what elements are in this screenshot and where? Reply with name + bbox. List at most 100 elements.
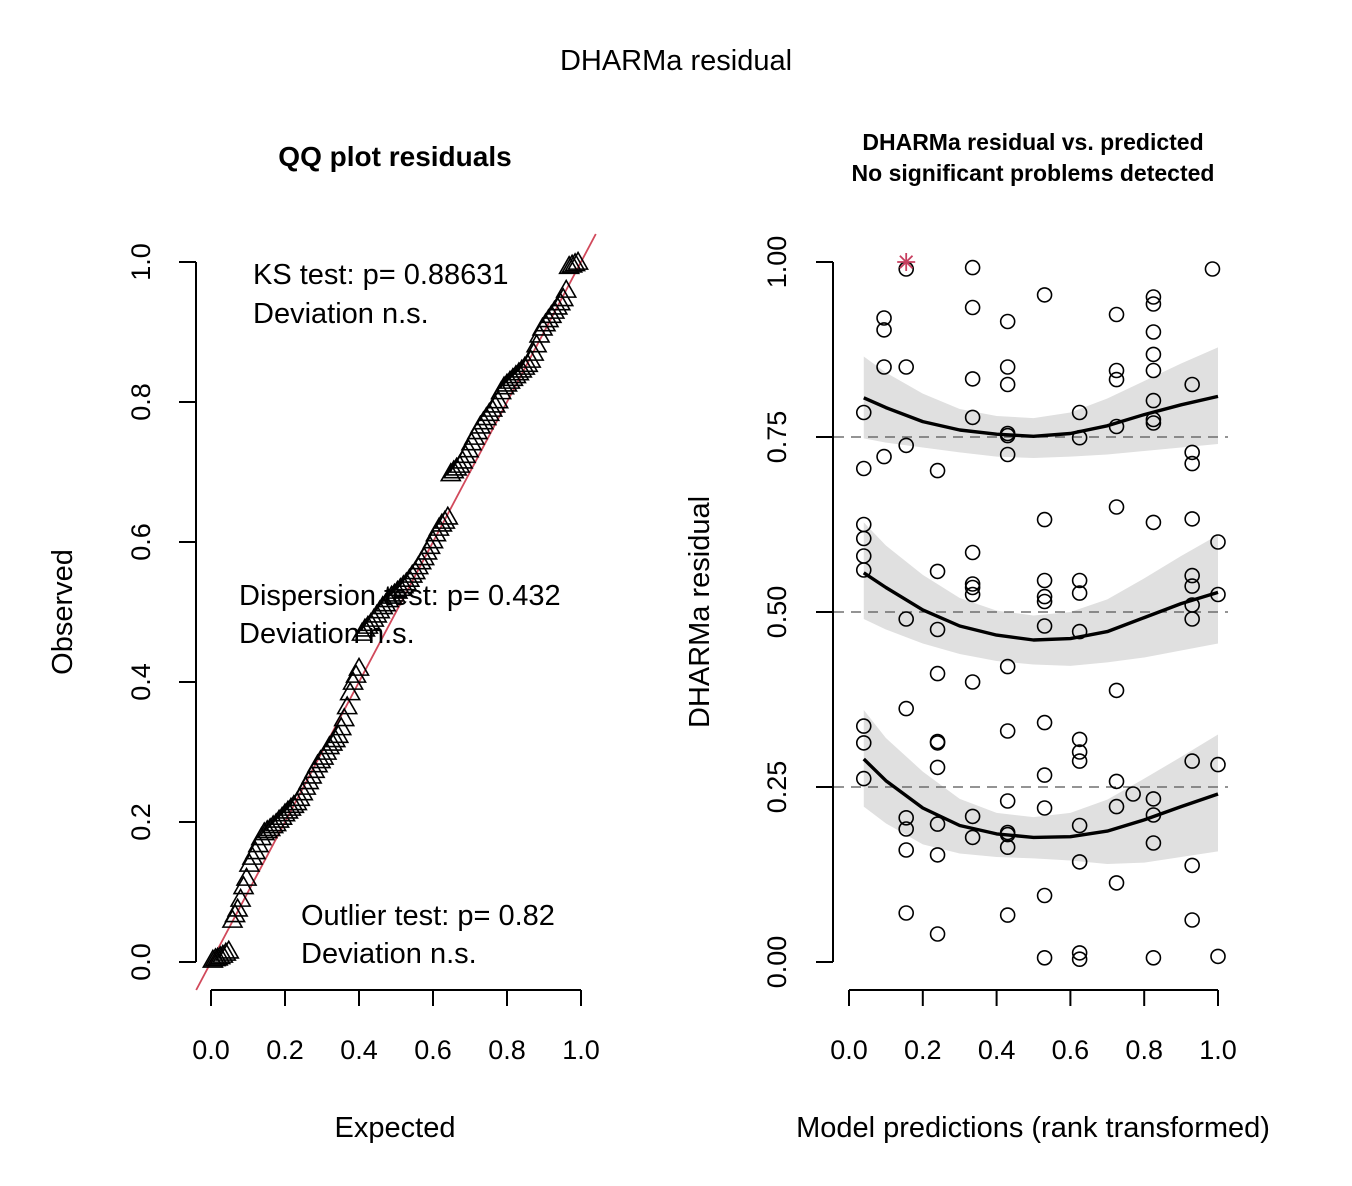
- quantile-curve-q0.75: [863, 394, 1219, 438]
- residual-point: [964, 544, 981, 561]
- qq-point: [339, 681, 361, 701]
- qq-point: [291, 781, 314, 801]
- qq-x-tick-label: 1.0: [562, 1035, 600, 1065]
- residual-x-tick-label: 0.8: [1125, 1035, 1163, 1065]
- residual-point: [898, 842, 914, 858]
- residual-point: [1036, 588, 1053, 605]
- residual-point: [1108, 371, 1125, 388]
- residual-point: [1071, 731, 1088, 748]
- residual-point: [1071, 404, 1088, 421]
- residual-plot-subtitle: No significant problems detected: [852, 160, 1215, 186]
- residual-x-tick-label: 0.0: [830, 1035, 868, 1065]
- ks-deviation-label: Deviation n.s.: [253, 298, 429, 330]
- residual-point: [1145, 949, 1162, 966]
- residual-point: [1036, 618, 1053, 634]
- qq-point: [561, 253, 583, 273]
- qq-point: [247, 833, 270, 853]
- qq-point: [392, 574, 415, 594]
- residual-point: [855, 562, 872, 578]
- residual-point: [876, 310, 892, 326]
- residual-point: [1108, 682, 1125, 699]
- qq-point: [354, 617, 376, 637]
- residual-point: [855, 735, 872, 751]
- qq-point: [283, 794, 305, 814]
- qq-plot-title: QQ plot residuals: [278, 141, 511, 172]
- residual-point: [929, 816, 946, 832]
- residual-point: [1071, 817, 1088, 834]
- residual-point: [1108, 306, 1125, 323]
- residual-point: [964, 808, 981, 825]
- qq-points: [201, 250, 589, 968]
- residual-point: [1036, 572, 1053, 589]
- residual-point: [1108, 798, 1125, 815]
- residual-point: [876, 359, 892, 375]
- residual-point: [1036, 714, 1053, 731]
- residual-x-axis-label: Model predictions (rank transformed): [796, 1112, 1270, 1144]
- qq-point: [229, 887, 252, 907]
- residual-point: [876, 322, 892, 338]
- residual-point: [964, 674, 981, 690]
- residual-point: [1184, 578, 1200, 594]
- residual-point: [999, 723, 1016, 739]
- qq-x-tick-label: 0.0: [192, 1035, 230, 1065]
- qq-point: [371, 595, 394, 615]
- residual-point: [1145, 415, 1162, 431]
- qq-point: [357, 614, 379, 634]
- residual-point: [1184, 376, 1200, 393]
- residual-point: [999, 907, 1016, 923]
- qq-point: [442, 459, 465, 479]
- qq-point: [445, 456, 468, 476]
- qq-point: [265, 812, 287, 832]
- quantile-curve-q0.5: [862, 571, 1219, 642]
- residual-point: [964, 409, 981, 426]
- residual-point: [929, 665, 946, 682]
- residual-point: [876, 448, 892, 465]
- qq-x-axis-label: Expected: [335, 1112, 456, 1144]
- qq-point: [436, 505, 459, 525]
- residual-point: [1108, 362, 1125, 379]
- residual-point: [1210, 756, 1226, 773]
- residual-point: [855, 460, 872, 477]
- qq-point: [555, 278, 578, 298]
- residual-point: [1036, 287, 1053, 303]
- residual-point: [929, 462, 946, 479]
- residual-point: [929, 759, 946, 776]
- qq-point: [419, 535, 441, 555]
- qq-y-tick-label: 1.0: [126, 243, 156, 281]
- qq-point: [564, 252, 586, 272]
- residual-point: [1036, 949, 1053, 966]
- residual-point: [855, 404, 872, 421]
- qq-point: [211, 943, 234, 963]
- residual-x-tick-label: 0.2: [904, 1035, 942, 1065]
- residual-y-tick-label: 0.75: [762, 411, 792, 464]
- residual-point: [999, 446, 1016, 463]
- residual-point: [1108, 875, 1125, 891]
- qq-y-tick-label: 0.8: [126, 383, 156, 421]
- qq-point: [342, 670, 364, 690]
- confidence-band-q0.75: [863, 347, 1218, 458]
- qq-point: [457, 438, 480, 458]
- residual-point: [1204, 261, 1221, 277]
- residual-point: [1071, 572, 1088, 589]
- residual-point: [855, 530, 872, 547]
- qq-point: [345, 663, 367, 683]
- residual-points: [855, 259, 1226, 968]
- residual-point: [898, 821, 914, 837]
- qq-x-tick-label: 0.8: [488, 1035, 526, 1065]
- residual-point: [1108, 773, 1125, 790]
- residual-point: [1071, 585, 1088, 601]
- residual-point: [1210, 534, 1226, 550]
- figure-title: DHARMa residual: [560, 45, 792, 77]
- residual-point: [929, 621, 946, 638]
- qq-point: [297, 770, 320, 790]
- qq-y-axis-label: Observed: [47, 549, 79, 675]
- qq-point: [454, 444, 477, 464]
- residual-point: [1071, 854, 1088, 870]
- qq-point: [209, 945, 232, 965]
- residual-point: [964, 299, 981, 316]
- residual-point: [1036, 511, 1053, 528]
- residual-x-tick-label: 0.4: [978, 1035, 1016, 1065]
- outlier-deviation-label: Deviation n.s.: [301, 938, 477, 970]
- residual-point: [1036, 767, 1053, 783]
